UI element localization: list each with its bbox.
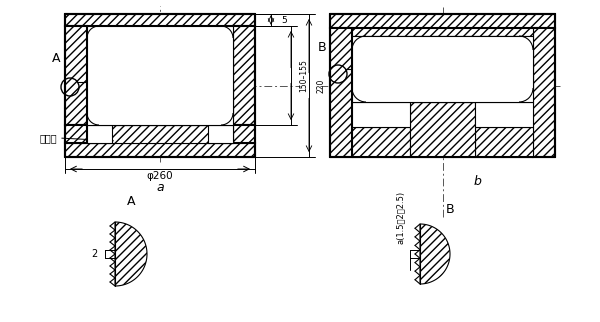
Text: A: A: [52, 52, 60, 65]
Polygon shape: [475, 127, 533, 157]
Polygon shape: [475, 102, 533, 127]
Text: b: b: [473, 175, 481, 188]
Polygon shape: [410, 102, 475, 157]
Polygon shape: [208, 125, 233, 143]
Polygon shape: [87, 125, 112, 143]
Text: 150–155: 150–155: [299, 59, 308, 92]
Polygon shape: [87, 26, 233, 125]
Polygon shape: [330, 14, 555, 28]
Text: A: A: [127, 195, 135, 208]
Text: 220: 220: [317, 78, 326, 93]
Text: B: B: [317, 41, 326, 54]
Polygon shape: [233, 125, 255, 143]
Polygon shape: [352, 102, 410, 127]
Polygon shape: [233, 26, 255, 125]
Polygon shape: [65, 14, 255, 26]
Text: a(1.5、2、2.5): a(1.5、2、2.5): [395, 191, 404, 244]
Polygon shape: [65, 125, 87, 143]
Text: a: a: [156, 181, 164, 194]
Text: 小锥度: 小锥度: [40, 133, 57, 143]
Polygon shape: [420, 224, 450, 284]
Text: B: B: [446, 203, 454, 216]
Text: 2: 2: [92, 249, 98, 259]
Text: 5: 5: [281, 15, 287, 24]
Polygon shape: [352, 36, 533, 102]
Polygon shape: [352, 127, 410, 157]
Polygon shape: [65, 143, 255, 157]
Polygon shape: [533, 28, 555, 157]
Polygon shape: [115, 222, 147, 286]
Polygon shape: [352, 28, 533, 36]
Polygon shape: [87, 125, 233, 143]
Text: φ260: φ260: [146, 171, 173, 181]
Polygon shape: [330, 28, 352, 157]
Polygon shape: [65, 26, 87, 125]
